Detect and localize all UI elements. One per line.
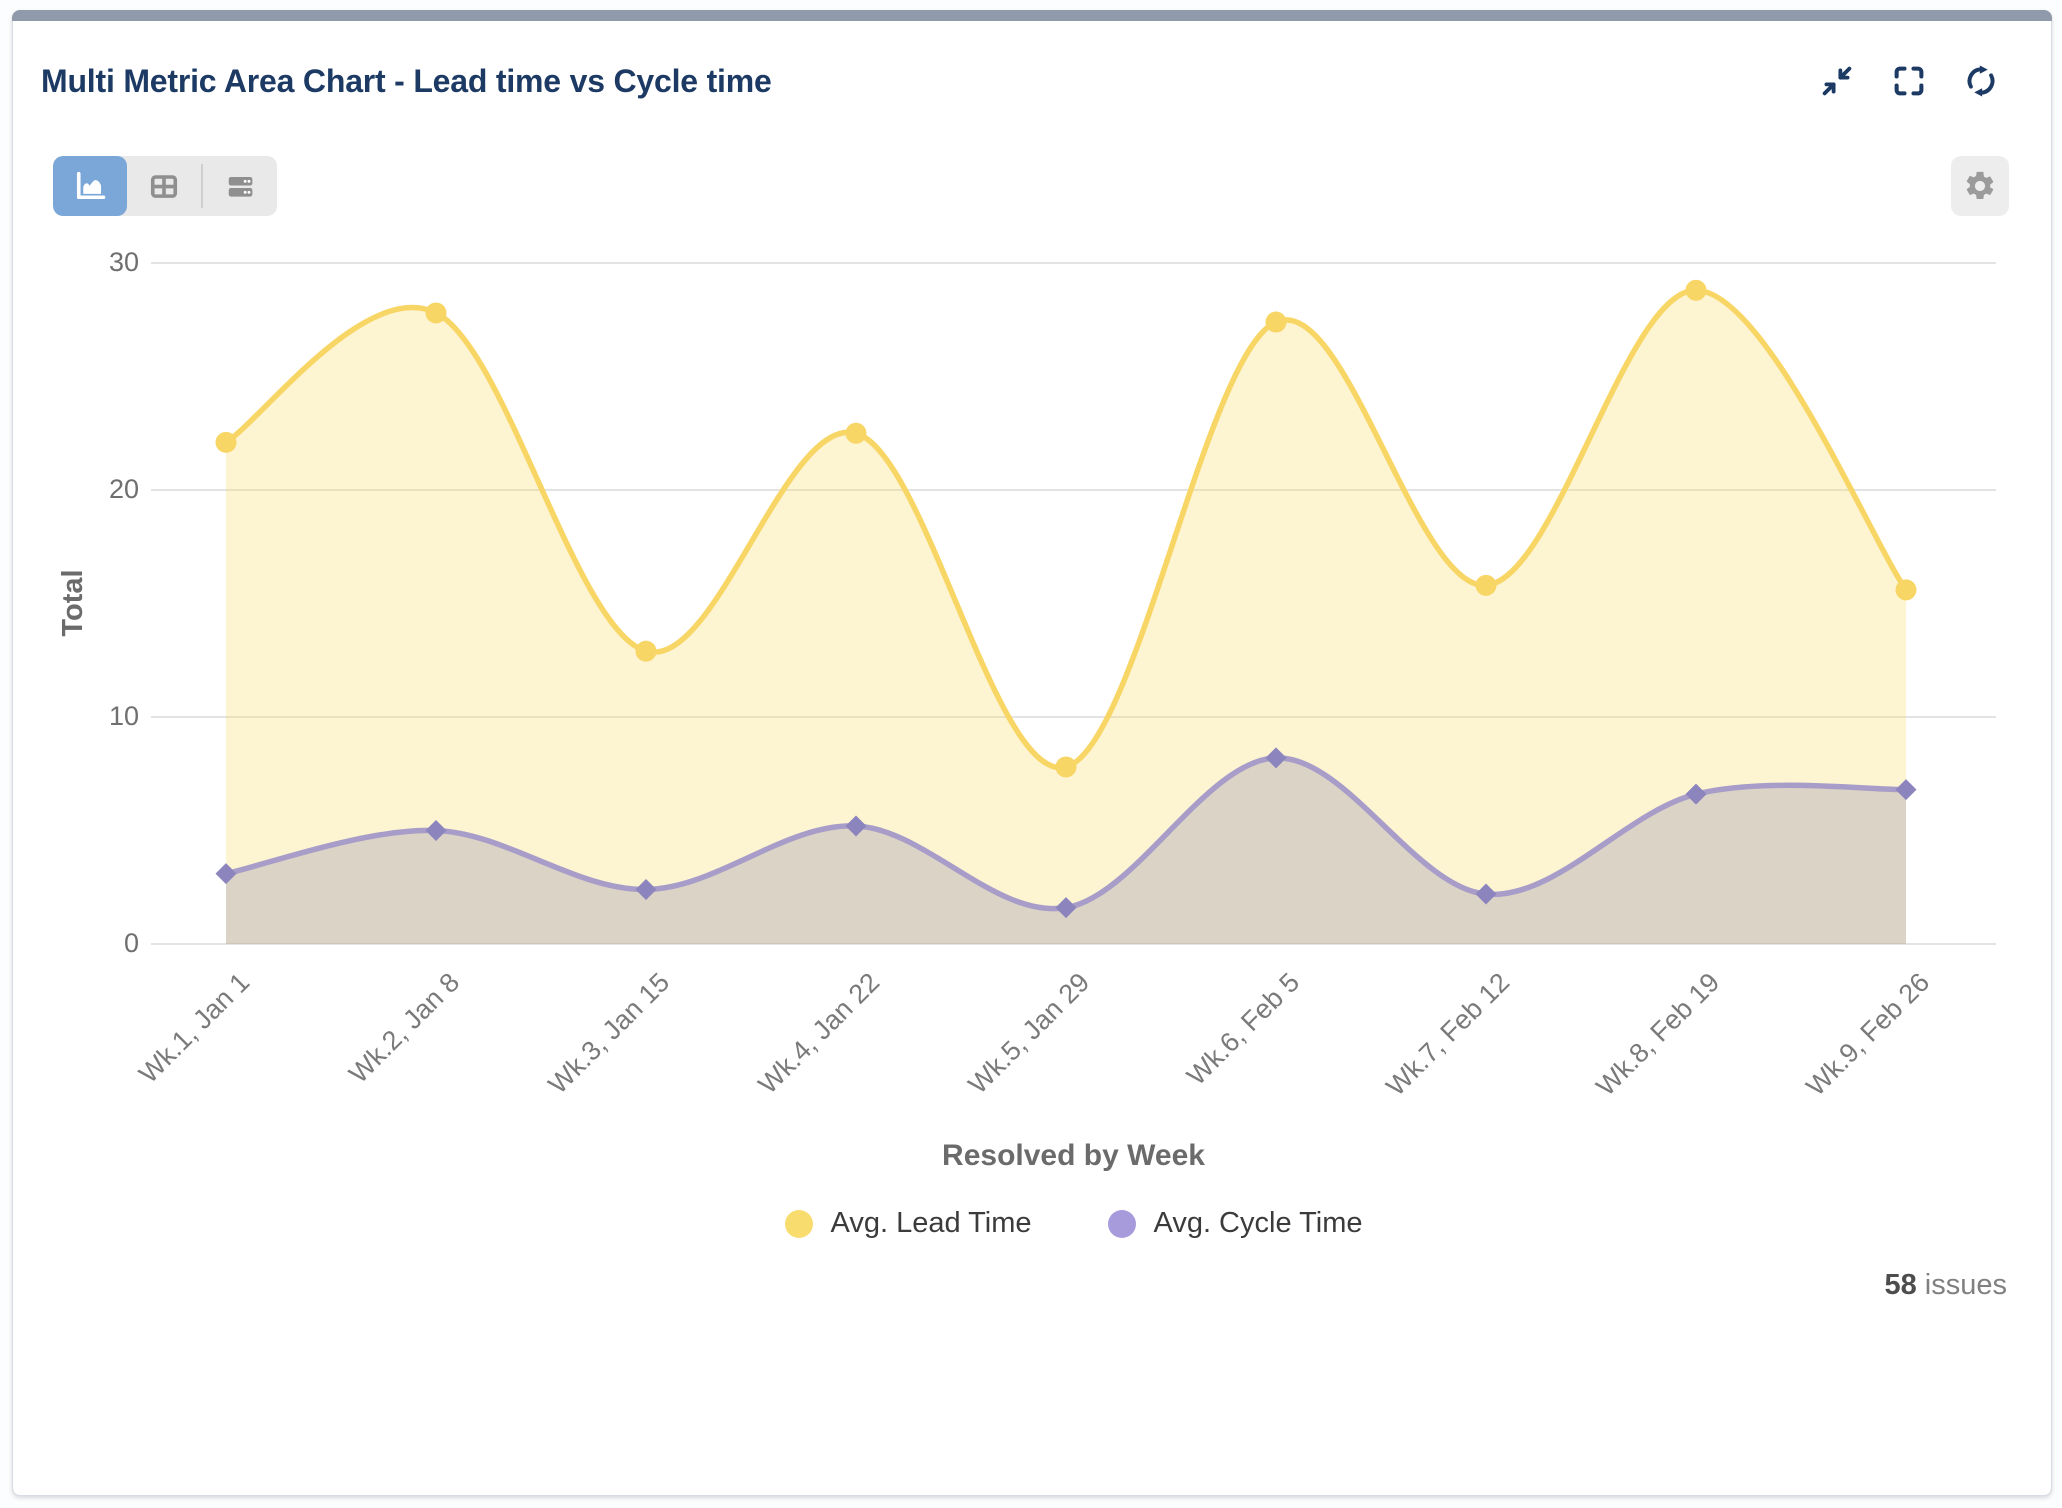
- x-tick-label: Wk.3, Jan 15: [542, 967, 676, 1100]
- issue-count-number: 58: [1884, 1269, 1917, 1301]
- data-point-circle[interactable]: [1685, 279, 1707, 301]
- refresh-icon: [1967, 65, 1995, 97]
- data-point-circle[interactable]: [635, 640, 657, 662]
- line-avg-cycle-time: [223, 755, 1909, 912]
- y-tick-label: 30: [108, 247, 139, 277]
- data-point-circle[interactable]: [425, 302, 447, 324]
- legend-swatch-avg-lead-time: [784, 1209, 813, 1238]
- x-tick-label: Wk.1, Jan 1: [133, 967, 256, 1090]
- y-axis-title: Total: [56, 569, 89, 637]
- area-avg-lead-time: [226, 290, 1906, 944]
- y-tick-label: 10: [108, 701, 139, 731]
- y-tick-label: 20: [108, 474, 139, 504]
- x-axis-title: Resolved by Week: [942, 1139, 1205, 1172]
- x-tick-label: Wk.4, Jan 22: [752, 967, 886, 1100]
- line-avg-lead-time: [223, 287, 1909, 771]
- view-table-button[interactable]: [127, 156, 201, 216]
- y-tick-label: 0: [123, 928, 139, 958]
- data-point-diamond[interactable]: [1895, 779, 1917, 801]
- data-point-diamond[interactable]: [215, 863, 237, 885]
- data-point-circle[interactable]: [845, 422, 867, 444]
- data-point-diamond[interactable]: [845, 815, 867, 837]
- data-point-diamond[interactable]: [1055, 897, 1077, 919]
- issue-count: 58 issues: [1884, 1269, 2007, 1302]
- gadget-card: Multi Metric Area Chart - Lead time vs C…: [12, 10, 2052, 1496]
- data-point-circle[interactable]: [215, 431, 237, 453]
- data-point-circle[interactable]: [1475, 574, 1497, 596]
- x-tick-label: Wk.6, Feb 5: [1181, 967, 1306, 1092]
- fullscreen-button[interactable]: [1891, 63, 1927, 99]
- data-point-circle[interactable]: [1265, 311, 1287, 333]
- issue-count-label: issues: [1924, 1269, 2007, 1301]
- x-tick-label: Wk.9, Feb 26: [1800, 967, 1936, 1102]
- minimize-button[interactable]: [1819, 63, 1855, 99]
- data-point-diamond[interactable]: [1685, 783, 1707, 805]
- data-point-diamond[interactable]: [1475, 883, 1497, 905]
- toolbar-divider: [201, 164, 203, 208]
- area-avg-cycle-time: [226, 757, 1906, 944]
- chart-title: Multi Metric Area Chart - Lead time vs C…: [41, 63, 772, 99]
- legend-label: Avg. Cycle Time: [1153, 1207, 1363, 1239]
- data-point-diamond[interactable]: [635, 879, 657, 901]
- chart-legend: Avg. Lead Time Avg. Cycle Time: [151, 1207, 1996, 1240]
- x-tick-label: Wk.8, Feb 19: [1590, 967, 1726, 1102]
- view-area-chart-button[interactable]: [53, 156, 127, 216]
- legend-swatch-avg-cycle-time: [1107, 1209, 1136, 1238]
- fullscreen-icon: [1894, 66, 1924, 96]
- header-actions: [1819, 63, 1999, 99]
- card-accent-bar: [12, 10, 2052, 21]
- rows-icon: [228, 177, 253, 197]
- data-point-circle[interactable]: [1055, 756, 1077, 778]
- data-point-diamond[interactable]: [1265, 747, 1287, 769]
- legend-label: Avg. Lead Time: [830, 1207, 1032, 1239]
- area-chart-icon: [76, 171, 106, 200]
- gear-icon: [1966, 171, 1994, 200]
- data-point-diamond[interactable]: [425, 820, 447, 841]
- table-icon: [150, 175, 178, 198]
- x-tick-label: Wk.5, Jan 29: [962, 967, 1096, 1100]
- view-rows-button[interactable]: [203, 156, 277, 216]
- legend-item-avg-cycle-time[interactable]: Avg. Cycle Time: [1107, 1207, 1363, 1240]
- plot-svg: [151, 262, 1996, 945]
- legend-item-avg-lead-time[interactable]: Avg. Lead Time: [784, 1207, 1032, 1240]
- x-tick-label: Wk.2, Jan 8: [343, 967, 466, 1090]
- minimize-icon: [1822, 66, 1852, 96]
- view-toggle-group: [53, 156, 277, 216]
- data-point-circle[interactable]: [1895, 579, 1917, 601]
- chart-area: 0 10 20 30 Wk.1, Jan 1 Wk.2, Jan 8 Wk.3, Jan …: [13, 11, 2051, 1495]
- settings-button[interactable]: [1951, 156, 2009, 216]
- refresh-button[interactable]: [1963, 63, 1999, 99]
- x-tick-label: Wk.7, Feb 12: [1380, 967, 1516, 1102]
